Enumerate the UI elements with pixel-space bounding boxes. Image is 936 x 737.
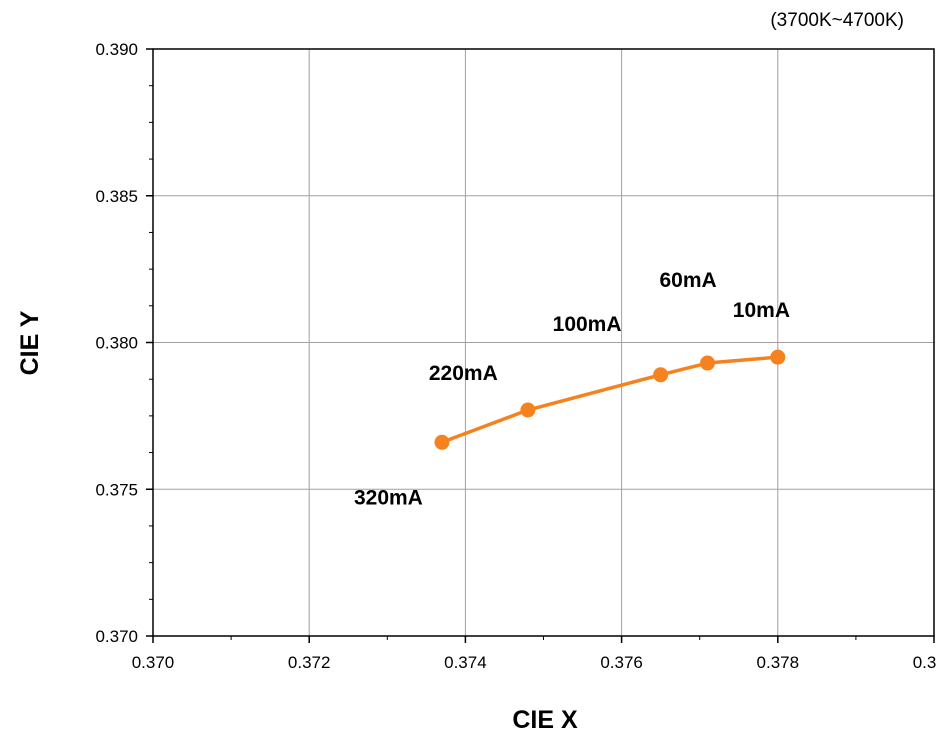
series — [434, 349, 786, 450]
data-point-label: 100mA — [553, 313, 622, 336]
grid — [153, 49, 934, 636]
data-point-marker — [653, 367, 669, 383]
data-point-label: 10mA — [733, 299, 790, 322]
point-labels: 320mA 220mA 100mA 60mA 10mA — [354, 269, 790, 509]
x-tick-label: 0.380 — [913, 653, 936, 672]
y-tick-label: 0.390 — [95, 40, 138, 59]
y-tick-label: 0.385 — [95, 187, 138, 206]
data-point-label: 220mA — [429, 362, 498, 385]
x-tick-label: 0.378 — [757, 653, 800, 672]
data-point-label: 320mA — [354, 486, 423, 509]
data-point-marker — [434, 434, 450, 450]
data-point-label: 60mA — [660, 269, 717, 292]
x-axis-title: CIE X — [512, 706, 578, 734]
tick-labels: 0.370 0.372 0.374 0.376 0.378 0.380 0.370 0.375… — [95, 40, 936, 672]
x-tick-label: 0.374 — [444, 653, 487, 672]
data-point-marker — [770, 349, 786, 365]
data-point-marker — [700, 355, 716, 371]
data-point-marker — [520, 402, 536, 418]
y-tick-label: 0.380 — [95, 334, 138, 353]
x-tick-label: 0.372 — [288, 653, 331, 672]
chart-subtitle: (3700K~4700K) — [770, 10, 904, 31]
x-tick-label: 0.370 — [132, 653, 175, 672]
y-axis-title: CIE Y — [16, 310, 44, 375]
y-tick-label: 0.375 — [95, 480, 138, 499]
x-tick-label: 0.376 — [600, 653, 643, 672]
axis-ticks — [146, 48, 935, 643]
y-tick-label: 0.370 — [95, 627, 138, 646]
